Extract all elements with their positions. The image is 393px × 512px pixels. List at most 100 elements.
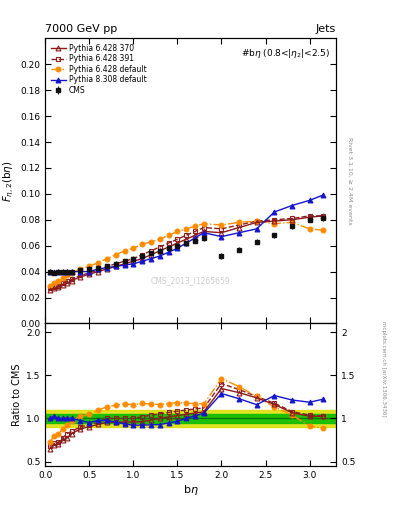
Pythia 6.428 391	[96, 267, 101, 273]
Pythia 6.428 391	[193, 228, 197, 234]
Line: Pythia 6.428 370: Pythia 6.428 370	[47, 214, 325, 292]
Pythia 8.308 default	[166, 249, 171, 255]
Pythia 8.308 default	[193, 235, 197, 241]
Pythia 6.428 default	[158, 236, 162, 242]
Pythia 6.428 370	[69, 278, 74, 284]
Pythia 6.428 default	[184, 226, 189, 232]
Pythia 8.308 default	[290, 202, 294, 208]
Pythia 6.428 default	[69, 270, 74, 276]
Pythia 6.428 370	[219, 230, 224, 236]
Legend: Pythia 6.428 370, Pythia 6.428 391, Pythia 6.428 default, Pythia 8.308 default, : Pythia 6.428 370, Pythia 6.428 391, Pyth…	[49, 42, 148, 96]
Pythia 6.428 default	[202, 221, 206, 227]
Pythia 8.308 default	[202, 230, 206, 236]
Pythia 8.308 default	[69, 268, 74, 274]
Pythia 6.428 370	[166, 244, 171, 250]
Pythia 6.428 370	[113, 263, 118, 269]
Pythia 6.428 default	[65, 272, 70, 279]
Line: Pythia 8.308 default: Pythia 8.308 default	[47, 193, 325, 274]
Pythia 6.428 391	[237, 222, 241, 228]
Pythia 8.308 default	[56, 268, 61, 274]
Pythia 6.428 370	[47, 287, 52, 293]
Pythia 6.428 370	[96, 268, 101, 274]
Bar	[45, 414, 336, 423]
Pythia 6.428 default	[56, 278, 61, 284]
Pythia 6.428 default	[320, 227, 325, 233]
Pythia 6.428 391	[122, 258, 127, 264]
Pythia 8.308 default	[65, 268, 70, 274]
Pythia 8.308 default	[184, 240, 189, 246]
Pythia 6.428 370	[56, 284, 61, 290]
Pythia 6.428 391	[105, 263, 109, 269]
Pythia 6.428 370	[193, 232, 197, 239]
Pythia 6.428 default	[166, 232, 171, 239]
Pythia 8.308 default	[219, 233, 224, 240]
Pythia 6.428 default	[149, 239, 153, 245]
Pythia 6.428 391	[51, 284, 56, 290]
Text: 7000 GeV pp: 7000 GeV pp	[45, 24, 118, 34]
Line: Pythia 6.428 default: Pythia 6.428 default	[47, 219, 325, 288]
Text: mcplots.cern.ch [arXiv:1306.3436]: mcplots.cern.ch [arXiv:1306.3436]	[381, 321, 386, 416]
Y-axis label: $F_{\eta,2}$(b$\eta$): $F_{\eta,2}$(b$\eta$)	[2, 160, 16, 202]
Pythia 6.428 391	[56, 283, 61, 289]
Pythia 6.428 default	[254, 218, 259, 224]
Pythia 6.428 370	[65, 280, 70, 286]
Pythia 6.428 370	[272, 218, 277, 224]
Pythia 6.428 391	[78, 272, 83, 279]
Pythia 6.428 370	[175, 240, 180, 246]
Pythia 8.308 default	[113, 263, 118, 269]
Pythia 6.428 391	[61, 280, 65, 286]
Pythia 8.308 default	[237, 230, 241, 236]
Pythia 8.308 default	[320, 192, 325, 198]
Pythia 8.308 default	[105, 265, 109, 271]
Pythia 8.308 default	[149, 255, 153, 262]
Pythia 6.428 370	[131, 258, 136, 264]
Pythia 8.308 default	[254, 226, 259, 232]
Pythia 6.428 391	[320, 213, 325, 219]
Pythia 6.428 370	[307, 214, 312, 220]
Y-axis label: Rivet 3.1.10, ≥ 2.4M events: Rivet 3.1.10, ≥ 2.4M events	[347, 137, 352, 225]
Pythia 6.428 370	[51, 285, 56, 291]
Pythia 6.428 default	[272, 221, 277, 227]
Pythia 6.428 default	[51, 280, 56, 286]
Pythia 6.428 default	[122, 248, 127, 254]
Pythia 6.428 default	[47, 283, 52, 289]
Pythia 6.428 391	[113, 261, 118, 267]
Pythia 6.428 default	[140, 241, 145, 247]
Pythia 6.428 391	[272, 217, 277, 223]
Pythia 6.428 default	[131, 245, 136, 251]
Pythia 6.428 default	[105, 255, 109, 262]
Pythia 8.308 default	[272, 209, 277, 215]
Pythia 6.428 370	[87, 271, 92, 278]
Pythia 6.428 391	[175, 236, 180, 242]
Pythia 8.308 default	[47, 268, 52, 274]
Pythia 6.428 default	[175, 228, 180, 234]
Pythia 6.428 391	[47, 285, 52, 291]
Pythia 6.428 370	[320, 213, 325, 219]
Pythia 6.428 391	[166, 240, 171, 246]
Pythia 6.428 391	[307, 213, 312, 219]
Pythia 6.428 default	[237, 219, 241, 225]
Pythia 6.428 370	[105, 266, 109, 272]
Pythia 6.428 391	[290, 216, 294, 222]
Pythia 6.428 default	[87, 263, 92, 269]
Pythia 6.428 default	[290, 219, 294, 225]
Pythia 6.428 default	[307, 226, 312, 232]
Pythia 8.308 default	[175, 245, 180, 251]
Pythia 6.428 391	[254, 218, 259, 224]
Y-axis label: Ratio to CMS: Ratio to CMS	[12, 364, 22, 426]
Pythia 6.428 391	[87, 270, 92, 276]
Pythia 8.308 default	[307, 197, 312, 203]
Pythia 6.428 default	[219, 222, 224, 228]
Text: #b$\eta$ (0.8<|$\eta_2$|<2.5): #b$\eta$ (0.8<|$\eta_2$|<2.5)	[241, 47, 330, 60]
Pythia 6.428 391	[158, 244, 162, 250]
Pythia 6.428 default	[61, 275, 65, 281]
Pythia 6.428 370	[254, 219, 259, 225]
Pythia 6.428 default	[78, 266, 83, 272]
Pythia 6.428 370	[184, 236, 189, 242]
Pythia 8.308 default	[51, 268, 56, 274]
Pythia 8.308 default	[122, 262, 127, 268]
Pythia 6.428 370	[140, 255, 145, 262]
Pythia 6.428 391	[131, 255, 136, 262]
Pythia 6.428 370	[158, 248, 162, 254]
Pythia 8.308 default	[61, 268, 65, 274]
